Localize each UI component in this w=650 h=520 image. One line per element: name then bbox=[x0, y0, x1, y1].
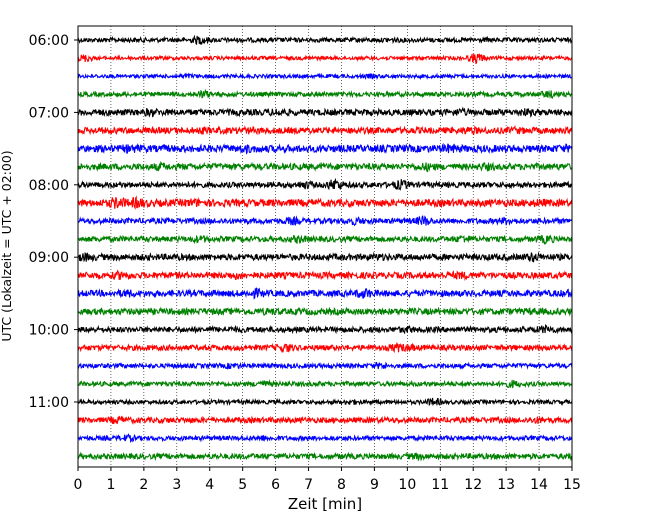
trace-line bbox=[77, 106, 573, 118]
trace-line bbox=[77, 215, 573, 227]
x-tick-label: 13 bbox=[497, 477, 515, 493]
x-tick-label: 9 bbox=[370, 477, 379, 493]
x-tick-label: 15 bbox=[563, 477, 581, 493]
y-axis-ticks: 06:00 07:00 08:00 09:00 10:00 11:00 bbox=[29, 33, 78, 411]
trace-line bbox=[77, 72, 573, 81]
trace-group bbox=[77, 34, 573, 462]
trace-line bbox=[77, 341, 573, 354]
x-tick-label: 10 bbox=[398, 477, 416, 493]
trace-line bbox=[77, 251, 573, 263]
trace-line bbox=[77, 142, 573, 155]
trace-line bbox=[77, 88, 573, 100]
x-tick-label: 3 bbox=[172, 477, 181, 493]
y-tick-label: 08:00 bbox=[29, 178, 69, 194]
x-axis-ticks: 0 1 2 3 4 5 6 7 8 9 10 11 12 13 14 15 bbox=[74, 467, 581, 493]
x-tick-label: 6 bbox=[271, 477, 280, 493]
trace-line bbox=[77, 53, 573, 65]
trace-line bbox=[77, 378, 573, 389]
y-tick-label: 06:00 bbox=[29, 33, 69, 49]
trace-line bbox=[77, 177, 573, 191]
x-tick-label: 12 bbox=[464, 477, 482, 493]
y-axis-title: UTC (Lokalzeit = UTC + 02:00) bbox=[0, 150, 14, 341]
x-tick-label: 0 bbox=[74, 477, 83, 493]
trace-line bbox=[77, 433, 573, 443]
trace-line bbox=[77, 451, 573, 462]
y-tick-label: 10:00 bbox=[29, 323, 69, 339]
trace-line bbox=[77, 160, 573, 173]
x-tick-label: 2 bbox=[139, 477, 148, 493]
trace-line bbox=[77, 195, 573, 211]
plot-frame bbox=[77, 25, 573, 468]
y-tick-label: 07:00 bbox=[29, 105, 69, 121]
x-tick-label: 8 bbox=[337, 477, 346, 493]
trace-line bbox=[77, 287, 573, 300]
x-tick-label: 11 bbox=[431, 477, 449, 493]
x-tick-label: 1 bbox=[106, 477, 115, 493]
trace-line bbox=[77, 306, 573, 317]
trace-line bbox=[77, 397, 573, 407]
trace-line bbox=[77, 234, 573, 246]
x-tick-label: 14 bbox=[530, 477, 548, 493]
x-tick-label: 4 bbox=[205, 477, 214, 493]
x-axis-title: Zeit [min] bbox=[288, 495, 362, 513]
trace-line bbox=[77, 324, 573, 335]
trace-line bbox=[77, 361, 573, 371]
y-tick-label: 11:00 bbox=[29, 395, 69, 411]
trace-line bbox=[77, 269, 573, 282]
x-tick-label: 7 bbox=[304, 477, 313, 493]
trace-line bbox=[77, 415, 573, 425]
x-tick-label: 5 bbox=[238, 477, 247, 493]
trace-line bbox=[77, 124, 573, 136]
trace-line bbox=[77, 34, 573, 46]
y-tick-label: 09:00 bbox=[29, 250, 69, 266]
